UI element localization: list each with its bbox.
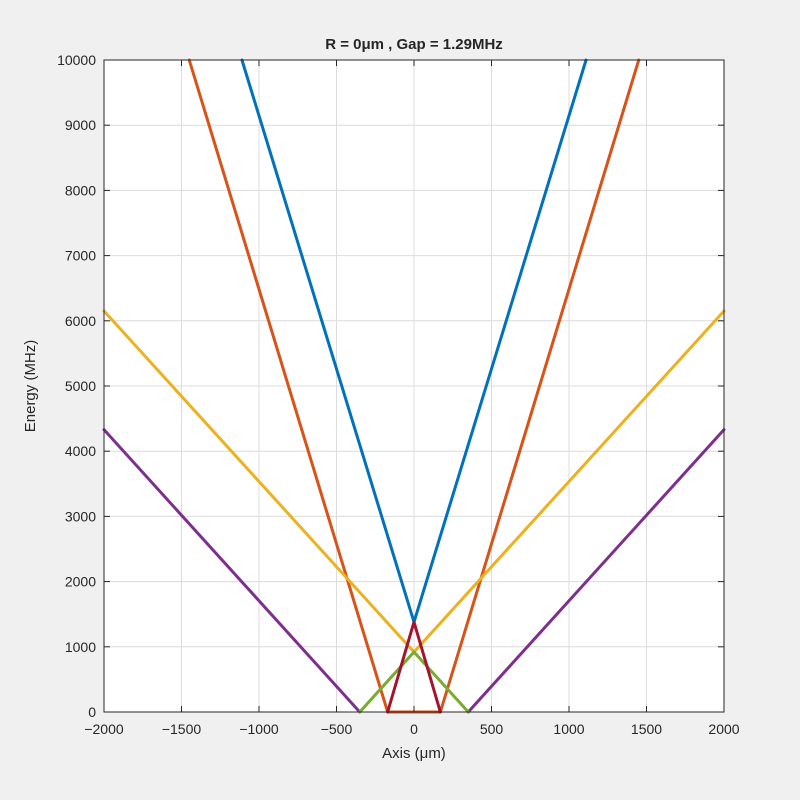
grid: [103, 59, 725, 713]
y-tick-label: 4000: [65, 443, 96, 459]
ticks: −2000 −1500 −1000 −500 0 500 1000 1500 2000 0 1000…: [57, 52, 740, 737]
y-tick-label: 6000: [65, 313, 96, 329]
x-tick-label: 500: [480, 721, 504, 737]
x-tick-label: −2000: [84, 721, 124, 737]
y-tick-label: 1000: [65, 639, 96, 655]
y-tick-label: 3000: [65, 508, 96, 524]
chart-title: R = 0μm , Gap = 1.29MHz: [325, 36, 503, 53]
y-tick-label: 7000: [65, 248, 96, 264]
y-tick-label: 5000: [65, 378, 96, 394]
series-line-4: [102, 428, 362, 714]
series-line-7: [386, 620, 442, 714]
y-axis-label: Energy (MHz): [22, 340, 39, 433]
x-tick-label: 0: [410, 721, 418, 737]
x-tick-label: −1500: [162, 721, 202, 737]
series-line-6: [358, 650, 470, 714]
x-tick-label: −1000: [239, 721, 279, 737]
y-tick-label: 9000: [65, 117, 96, 133]
x-tick-label: 1500: [631, 721, 662, 737]
y-tick-label: 2000: [65, 574, 96, 590]
y-tick-label: 8000: [65, 182, 96, 198]
x-axis-label: Axis (μm): [382, 745, 446, 762]
y-tick-label: 10000: [57, 52, 96, 68]
x-tick-label: −500: [321, 721, 353, 737]
x-tick-label: 2000: [708, 721, 739, 737]
y-tick-label: 0: [88, 704, 96, 720]
x-tick-label: 1000: [553, 721, 584, 737]
series-line-5: [466, 428, 726, 714]
